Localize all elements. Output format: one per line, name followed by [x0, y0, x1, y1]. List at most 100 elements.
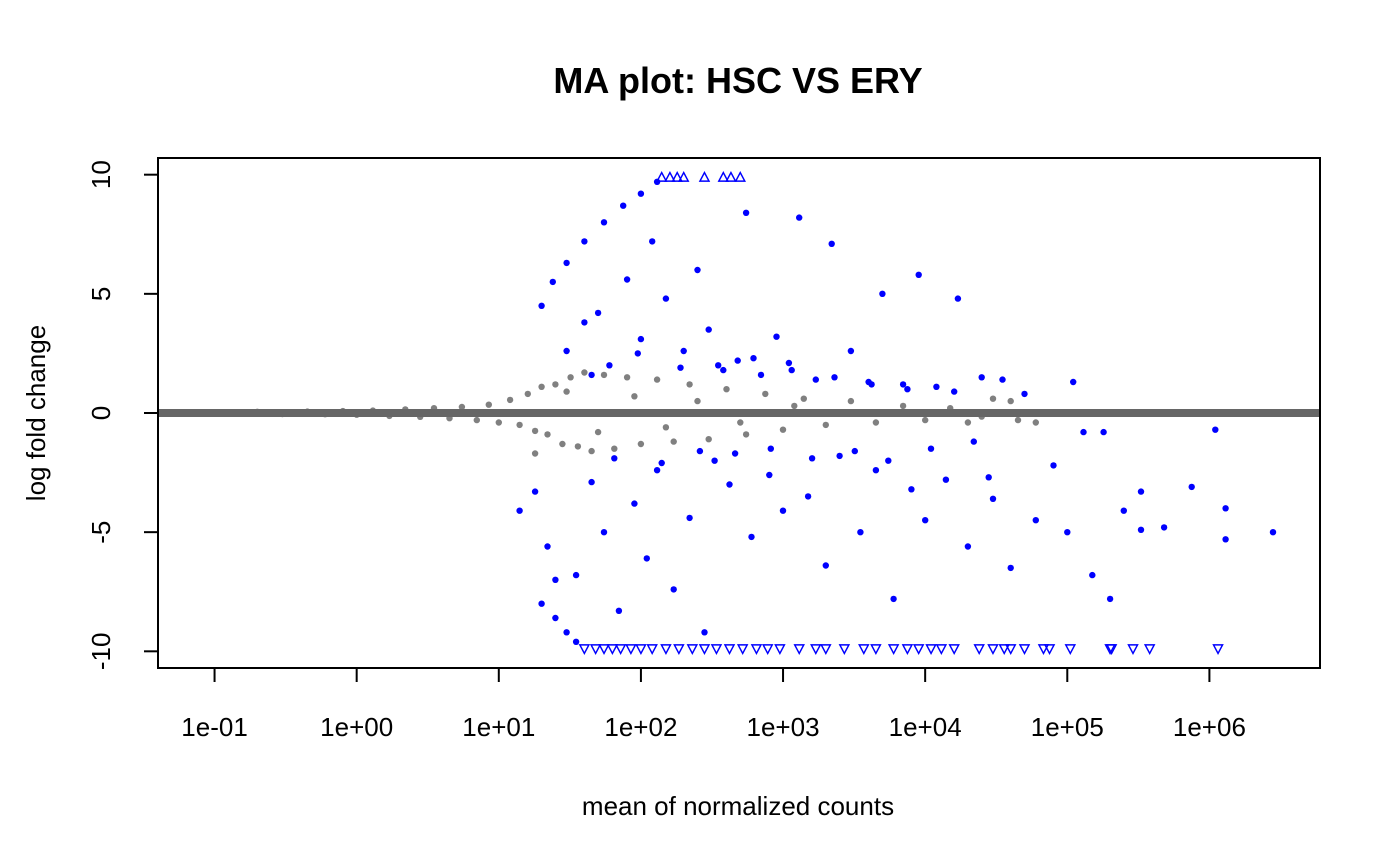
data-point [563, 629, 570, 636]
data-point [766, 471, 773, 479]
data-point [658, 459, 665, 467]
data-point [1089, 571, 1096, 579]
data-point-triangle-down [598, 644, 610, 656]
data-point [611, 445, 618, 452]
data-point [574, 443, 582, 450]
y-tick-label: 0 [86, 406, 116, 420]
data-point-triangle-down [1037, 644, 1050, 656]
data-point [828, 240, 835, 247]
data-point [649, 238, 656, 245]
data-point [785, 359, 793, 367]
data-point [670, 438, 677, 445]
data-point [694, 266, 701, 274]
data-point [538, 600, 545, 607]
x-tick-label: 1e-01 [181, 712, 248, 742]
data-point-triangle-down [673, 644, 685, 656]
data-point [899, 381, 907, 388]
data-point [985, 474, 992, 481]
data-point [696, 447, 704, 455]
data-point-triangle-up [677, 170, 690, 182]
data-point [989, 495, 997, 502]
data-point [567, 374, 574, 381]
y-tick-label: 5 [86, 287, 116, 301]
data-point-triangle-down [858, 644, 870, 656]
data-point [872, 419, 880, 426]
data-point [836, 452, 843, 460]
x-tick-label: 1e+05 [1031, 712, 1104, 742]
data-point-triangle-down [1143, 644, 1156, 656]
y-tick-label: -10 [86, 633, 116, 671]
data-point [1120, 507, 1128, 514]
data-point-triangle-down [761, 644, 774, 656]
data-point [485, 401, 492, 408]
data-point-triangle-down [774, 644, 786, 656]
data-point-triangle-down [1064, 644, 1077, 656]
x-tick-label: 1e+02 [604, 712, 677, 742]
data-point [788, 366, 795, 374]
data-point-triangle-down [1018, 644, 1031, 656]
data-point [516, 421, 523, 429]
y-tick-label: 10 [86, 160, 116, 189]
data-point [723, 386, 730, 393]
data-point [899, 402, 907, 410]
data-point [1212, 426, 1219, 433]
data-point [705, 326, 712, 333]
data-point [516, 507, 523, 514]
data-point [594, 309, 602, 317]
data-point [1222, 536, 1229, 543]
data-point-triangle-down [750, 644, 763, 656]
data-point [734, 357, 741, 364]
data-point-triangle-down [887, 644, 900, 656]
data-point [572, 571, 580, 579]
data-point [1032, 517, 1040, 524]
data-point [999, 376, 1006, 383]
data-point [552, 381, 559, 388]
data-point [851, 447, 858, 455]
data-point [933, 383, 940, 390]
data-point [686, 514, 693, 522]
data-point-triangle-down [606, 644, 619, 656]
data-point [653, 467, 661, 474]
data-point [1188, 483, 1195, 491]
x-axis-label: mean of normalized counts [582, 791, 894, 821]
data-point [779, 426, 787, 433]
data-point [600, 529, 608, 536]
data-point [600, 219, 608, 226]
data-point [922, 517, 929, 524]
data-point-triangle-up [664, 170, 676, 182]
data-point-triangle-up [725, 170, 737, 182]
data-point-triangle-down [614, 644, 627, 656]
data-point [631, 500, 638, 507]
data-point [804, 493, 812, 500]
x-tick-label: 1e+04 [889, 712, 962, 742]
data-point [559, 440, 566, 448]
data-point [680, 347, 687, 355]
data-point [694, 397, 701, 405]
data-point [594, 428, 602, 436]
data-point [563, 347, 570, 355]
data-point [1137, 488, 1145, 495]
data-point [1064, 529, 1071, 536]
data-point-triangle-down [710, 644, 723, 656]
data-point [954, 295, 962, 302]
data-point [588, 478, 595, 486]
data-point [563, 259, 570, 267]
data-point [1007, 564, 1014, 572]
data-point [572, 638, 580, 645]
y-axis: -10 -5 0 5 10 [86, 160, 159, 671]
data-point [989, 395, 997, 402]
data-point [531, 450, 539, 457]
data-point [1070, 378, 1077, 386]
data-point [662, 295, 670, 302]
data-point-triangle-up [734, 170, 747, 182]
data-point [750, 355, 757, 362]
data-point [762, 390, 769, 398]
data-point [847, 397, 855, 405]
data-point [552, 576, 559, 583]
data-point-triangle-down [589, 644, 602, 656]
data-point [549, 278, 556, 286]
data-point [677, 364, 684, 371]
x-tick-label: 1e+00 [320, 712, 393, 742]
chart-title: MA plot: HSC VS ERY [553, 60, 922, 101]
y-tick-label: -5 [86, 521, 116, 544]
